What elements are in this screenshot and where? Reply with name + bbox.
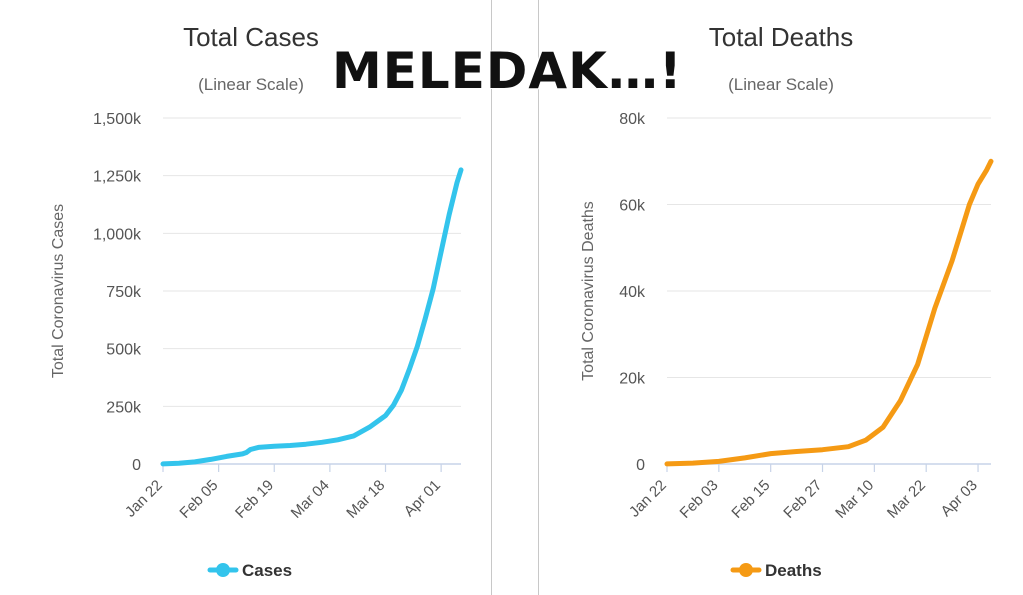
deaths-legend-label: Deaths — [765, 561, 822, 580]
deaths-chart-subtitle: (Linear Scale) — [728, 75, 834, 94]
deaths-x-tick-label: Feb 03 — [677, 477, 722, 522]
cases-series-line — [160, 167, 464, 467]
cases-x-tick-label: Feb 19 — [232, 477, 277, 522]
cases-legend-swatch-marker — [216, 563, 230, 577]
deaths-x-tick-label: Mar 10 — [832, 477, 877, 522]
deaths-chart-title: Total Deaths — [709, 22, 854, 52]
deaths-x-tick-label: Jan 22 — [626, 477, 670, 521]
cases-y-tick-label: 750k — [106, 284, 142, 301]
cases-y-tick-label: 250k — [106, 399, 142, 416]
cases-y-tick-label: 0 — [132, 457, 141, 474]
left-divider — [491, 0, 492, 595]
deaths-x-tick-label: Feb 15 — [728, 477, 773, 522]
cases-y-tick-label: 1,250k — [93, 169, 142, 186]
deaths-y-tick-label: 40k — [619, 284, 646, 301]
cases-x-tick-label: Feb 05 — [176, 477, 221, 522]
cases-x-tick-label: Apr 01 — [401, 477, 444, 520]
overlay-caption: MELEDAK…! — [332, 42, 683, 100]
deaths-x-tick-label: Mar 22 — [884, 477, 929, 522]
deaths-series-line — [664, 158, 994, 467]
cases-chart-title: Total Cases — [183, 22, 319, 52]
right-divider — [538, 0, 539, 595]
cases-chart-subtitle: (Linear Scale) — [198, 75, 304, 94]
cases-x-tick-label: Mar 04 — [288, 477, 333, 522]
cases-x-tick-label: Mar 18 — [343, 477, 388, 522]
cases-x-tick-label: Jan 22 — [122, 477, 166, 521]
deaths-y-axis-label: Total Coronavirus Deaths — [580, 201, 597, 381]
deaths-y-tick-label: 20k — [619, 371, 646, 388]
deaths-legend-swatch-marker — [739, 563, 753, 577]
cases-y-axis-label: Total Coronavirus Cases — [50, 204, 67, 378]
deaths-y-tick-label: 0 — [636, 457, 645, 474]
cases-y-tick-label: 1,500k — [93, 111, 142, 128]
deaths-x-tick-label: Feb 27 — [780, 477, 825, 522]
deaths-x-tick-label: Apr 03 — [938, 477, 981, 520]
cases-y-tick-label: 1,000k — [93, 226, 142, 243]
deaths-y-tick-label: 60k — [619, 198, 646, 215]
cases-legend-label: Cases — [242, 561, 292, 580]
deaths-y-tick-label: 80k — [619, 111, 646, 128]
cases-y-tick-label: 500k — [106, 342, 142, 359]
